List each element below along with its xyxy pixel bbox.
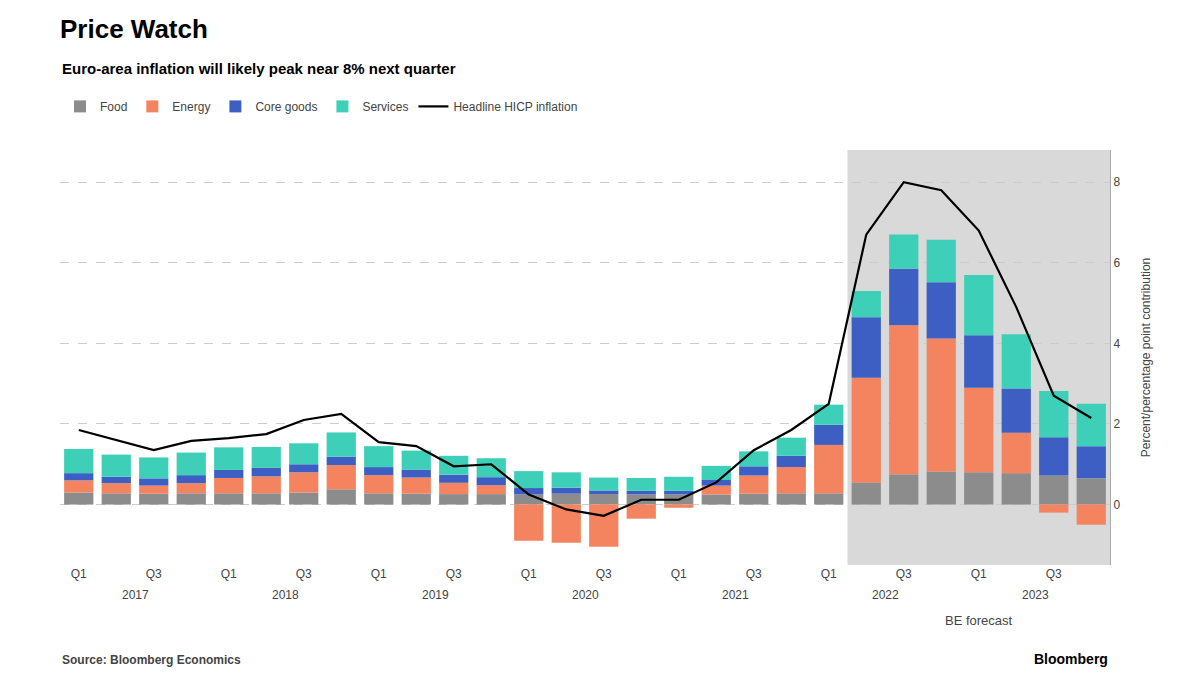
svg-text:Services: Services bbox=[362, 100, 408, 114]
svg-text:Energy: Energy bbox=[172, 100, 210, 114]
svg-text:Headline HICP inflation: Headline HICP inflation bbox=[453, 100, 577, 114]
svg-text:Q3: Q3 bbox=[146, 567, 162, 581]
svg-text:6: 6 bbox=[1113, 256, 1120, 270]
svg-text:Q3: Q3 bbox=[1046, 567, 1062, 581]
svg-text:Q3: Q3 bbox=[596, 567, 612, 581]
svg-text:8: 8 bbox=[1113, 175, 1120, 189]
svg-text:2019: 2019 bbox=[422, 588, 449, 602]
svg-text:2022: 2022 bbox=[872, 588, 899, 602]
svg-text:Bloomberg: Bloomberg bbox=[1034, 651, 1108, 667]
svg-text:2023: 2023 bbox=[1022, 588, 1049, 602]
svg-text:4: 4 bbox=[1113, 337, 1120, 351]
svg-text:2020: 2020 bbox=[572, 588, 599, 602]
svg-text:Q1: Q1 bbox=[671, 567, 687, 581]
svg-text:Q1: Q1 bbox=[71, 567, 87, 581]
svg-text:2: 2 bbox=[1113, 417, 1120, 431]
svg-text:Core goods: Core goods bbox=[255, 100, 317, 114]
svg-text:Percent/percentage point contr: Percent/percentage point contribution bbox=[1139, 258, 1153, 457]
svg-text:Q3: Q3 bbox=[296, 567, 312, 581]
svg-text:2017: 2017 bbox=[122, 588, 149, 602]
svg-text:BE forecast: BE forecast bbox=[945, 613, 1013, 628]
svg-text:0: 0 bbox=[1113, 498, 1120, 512]
svg-text:2021: 2021 bbox=[722, 588, 749, 602]
svg-text:Q3: Q3 bbox=[446, 567, 462, 581]
svg-text:Q1: Q1 bbox=[821, 567, 837, 581]
svg-text:Source: Bloomberg Economics: Source: Bloomberg Economics bbox=[62, 653, 241, 667]
svg-text:Q1: Q1 bbox=[521, 567, 537, 581]
svg-text:Q3: Q3 bbox=[896, 567, 912, 581]
svg-text:Q1: Q1 bbox=[371, 567, 387, 581]
svg-text:Food: Food bbox=[100, 100, 127, 114]
svg-text:2018: 2018 bbox=[272, 588, 299, 602]
svg-text:Price Watch: Price Watch bbox=[60, 14, 208, 44]
svg-text:Q1: Q1 bbox=[221, 567, 237, 581]
svg-text:Euro-area inflation will likel: Euro-area inflation will likely peak nea… bbox=[62, 60, 456, 77]
svg-text:Q3: Q3 bbox=[746, 567, 762, 581]
svg-text:Q1: Q1 bbox=[971, 567, 987, 581]
